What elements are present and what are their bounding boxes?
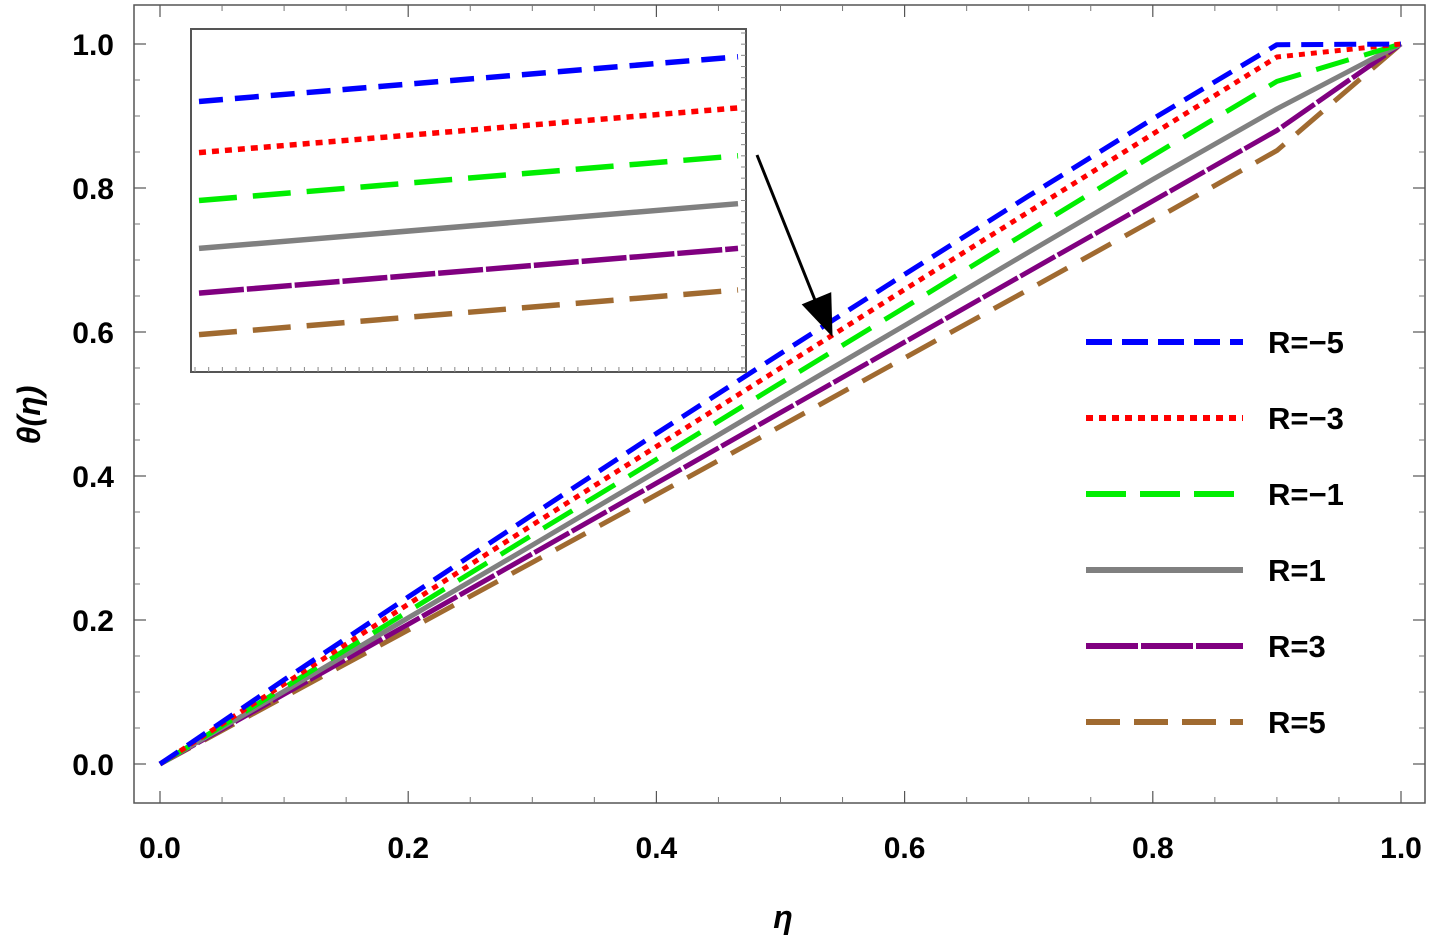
x-tick-label: 0.6 [884, 832, 926, 865]
legend-label: R=1 [1268, 553, 1326, 588]
x-tick-label: 0.2 [387, 832, 429, 865]
annotation-arrow-shaft [755, 154, 824, 320]
legend-label: R=−5 [1268, 325, 1344, 360]
legend-label: R=3 [1268, 629, 1326, 664]
y-tick-label: 0.8 [72, 173, 114, 206]
annotation-arrow-head [801, 292, 833, 337]
x-tick-label: 0.0 [139, 832, 181, 865]
series-line-r5 [158, 41, 1402, 767]
legend-label: R=−3 [1268, 401, 1344, 436]
y-axis-label: θ(η) [11, 386, 47, 445]
inset-line-r3 [198, 245, 739, 296]
x-tick-label: 1.0 [1380, 832, 1422, 865]
series-line-r3 [158, 41, 1402, 767]
legend-label: R=−1 [1268, 477, 1344, 512]
legend-label: R=5 [1268, 705, 1326, 740]
y-tick-label: 0.6 [72, 317, 114, 350]
y-tick-label: 0.4 [72, 461, 114, 494]
inset-line-r5 [198, 54, 739, 105]
series-line-r1 [158, 41, 1402, 767]
inset-line-r5 [198, 287, 739, 338]
y-tick-label: 0.2 [72, 605, 114, 638]
x-tick-label: 0.4 [636, 832, 678, 865]
x-tick-label: 0.8 [1132, 832, 1174, 865]
y-tick-label: 0.0 [72, 749, 114, 782]
series-line-r5 [158, 42, 1403, 767]
series-line-r3 [158, 41, 1403, 767]
series-line-r1 [158, 41, 1403, 767]
inset-line-r1 [198, 200, 739, 252]
inset-line-r1 [198, 153, 739, 204]
x-axis-label: η [773, 899, 793, 935]
y-tick-label: 1.0 [72, 29, 114, 62]
